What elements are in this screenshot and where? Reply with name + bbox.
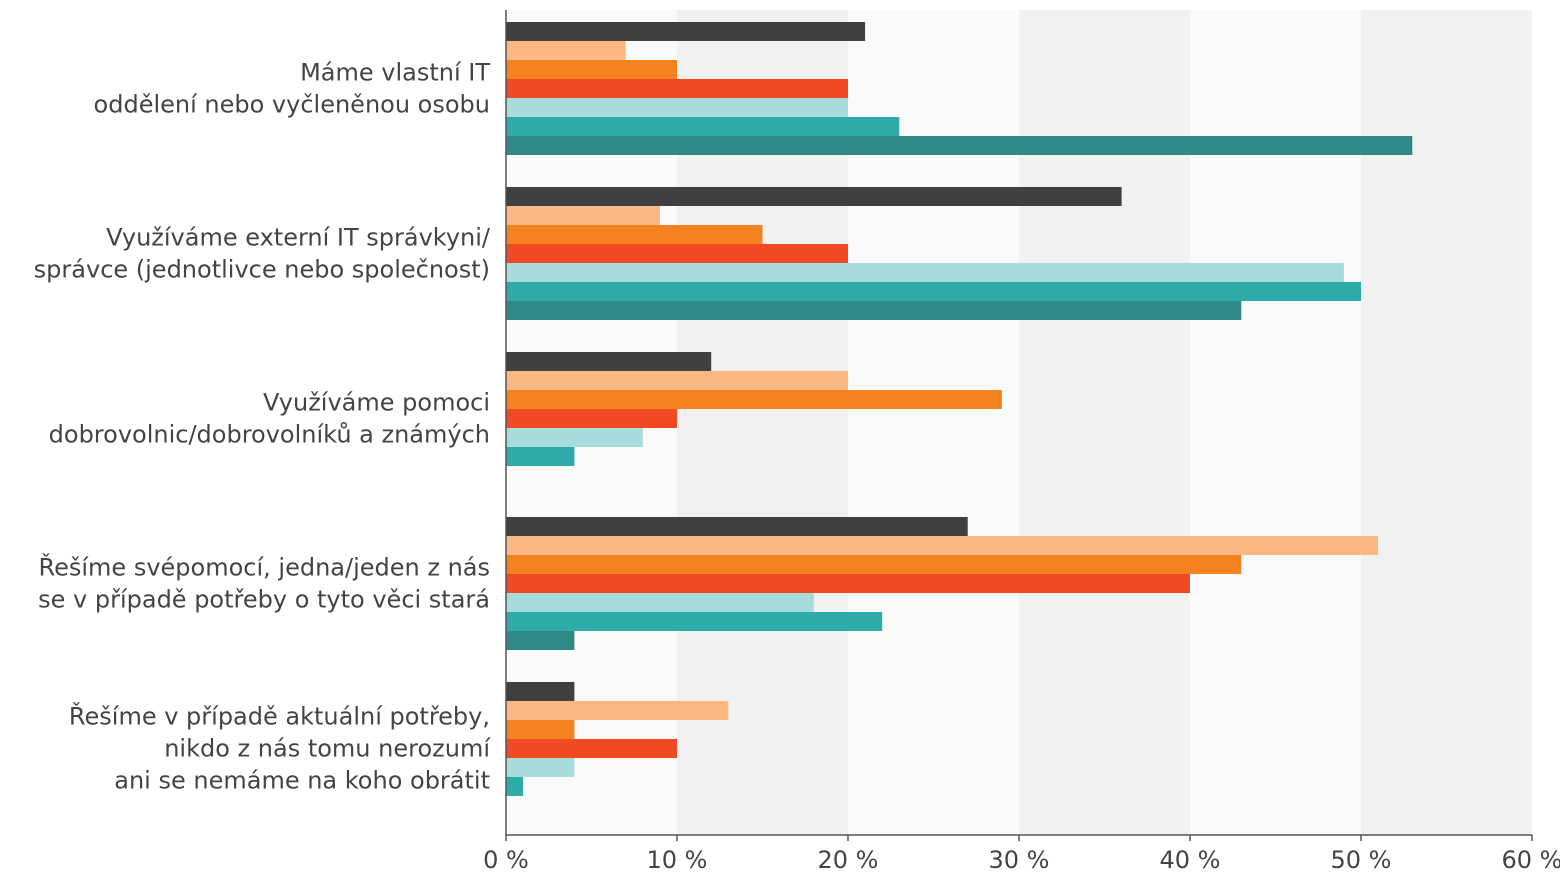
- bar: [506, 682, 575, 701]
- category-label: Řešíme svépomocí, jedna/jeden z nás se v …: [38, 553, 490, 614]
- category-line: oddělení nebo vyčleněnou osobu: [94, 91, 490, 119]
- bar: [506, 244, 848, 263]
- bar: [506, 117, 900, 136]
- bar: [506, 777, 524, 796]
- x-tick-label: 20 %: [818, 846, 879, 873]
- bar: [506, 574, 1190, 593]
- x-tick-label: 60 %: [1502, 846, 1560, 873]
- category-label: Máme vlastní IT oddělení nebo vyčleněnou …: [94, 59, 491, 119]
- bar: [506, 739, 677, 758]
- bar: [506, 612, 883, 631]
- grid-band: [1190, 10, 1361, 835]
- category-line: Využíváme externí IT správkyni/: [106, 224, 491, 252]
- bar: [506, 187, 1122, 206]
- bar: [506, 60, 677, 79]
- x-tick-label: 40 %: [1160, 846, 1221, 873]
- category-label: Využíváme externí IT správkyni/správce (…: [34, 224, 491, 284]
- bar: [506, 301, 1242, 320]
- category-label: Využíváme pomoci dobrovolnic/dobrovolníků…: [49, 389, 490, 449]
- x-tick-label: 0 %: [483, 846, 529, 873]
- bar: [506, 517, 968, 536]
- category-line: Řešíme svépomocí, jedna/jeden z nás: [39, 553, 490, 582]
- x-tick-label: 50 %: [1331, 846, 1392, 873]
- bar: [506, 263, 1344, 282]
- bar: [506, 98, 848, 117]
- bar: [506, 631, 575, 650]
- bar: [506, 371, 848, 390]
- bar: [506, 428, 643, 447]
- category-line: Řešíme v případě aktuální potřeby,: [69, 702, 490, 731]
- grid-band: [1361, 10, 1532, 835]
- bar: [506, 593, 814, 612]
- bar: [506, 206, 660, 225]
- bar: [506, 758, 575, 777]
- bar: [506, 352, 712, 371]
- category-line: Máme vlastní IT: [300, 59, 490, 87]
- bar: [506, 225, 763, 244]
- bar: [506, 136, 1413, 155]
- bar: [506, 720, 575, 739]
- x-tick-label: 10 %: [647, 846, 708, 873]
- x-tick-label: 30 %: [989, 846, 1050, 873]
- bar: [506, 536, 1379, 555]
- grid-band: [1019, 10, 1190, 835]
- bar: [506, 41, 626, 60]
- bar: [506, 22, 866, 41]
- category-line: nikdo z nás tomu nerozumí: [164, 735, 491, 763]
- bar: [506, 701, 729, 720]
- bar: [506, 447, 575, 466]
- bar: [506, 409, 677, 428]
- bar: [506, 555, 1242, 574]
- category-line: dobrovolnic/dobrovolníků a známých: [49, 421, 490, 449]
- bar: [506, 282, 1361, 301]
- bar: [506, 79, 848, 98]
- category-line: správce (jednotlivce nebo společnost): [34, 256, 490, 284]
- category-line: ani se nemáme na koho obrátit: [114, 767, 490, 795]
- category-line: se v případě potřeby o tyto věci stará: [38, 586, 490, 614]
- category-label: Řešíme v případě aktuální potřeby, nikdo …: [69, 702, 491, 795]
- bar: [506, 390, 1002, 409]
- category-line: Využíváme pomoci: [263, 389, 490, 417]
